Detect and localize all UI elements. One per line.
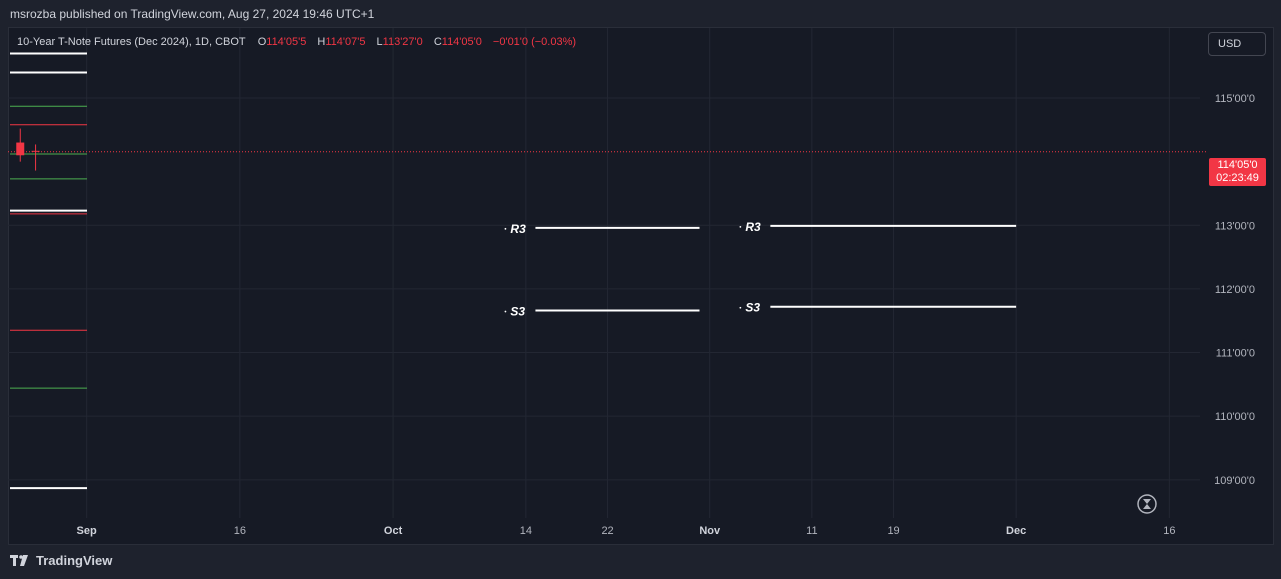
- chart-pane[interactable]: [8, 27, 1274, 545]
- currency-button[interactable]: USD: [1208, 32, 1266, 56]
- open-label: O: [257, 36, 267, 48]
- change-value: −0'01'0 (−0.03%): [492, 36, 577, 48]
- high-value: 114'07'5: [325, 36, 366, 48]
- high-label: H: [317, 36, 326, 48]
- low-label: L: [376, 36, 383, 48]
- tradingview-logo-icon: [10, 554, 28, 566]
- close-label: C: [433, 36, 442, 48]
- footer-brand[interactable]: TradingView: [10, 553, 112, 568]
- last-price-value: 114'05'0: [1217, 159, 1258, 171]
- chart-legend: 10-Year T-Note Futures (Dec 2024), 1D, C…: [17, 36, 576, 48]
- bar-countdown: 02:23:49: [1216, 172, 1259, 184]
- low-value: 113'27'0: [382, 36, 423, 48]
- published-by-text: msrozba published on TradingView.com, Au…: [10, 7, 375, 21]
- last-price-label: 114'05'0 02:23:49: [1209, 158, 1266, 186]
- tradingview-logo-text: TradingView: [36, 553, 113, 568]
- open-value: 114'05'5: [266, 36, 307, 48]
- symbol-title[interactable]: 10-Year T-Note Futures (Dec 2024), 1D, C…: [17, 36, 246, 48]
- close-value: 114'05'0: [441, 36, 482, 48]
